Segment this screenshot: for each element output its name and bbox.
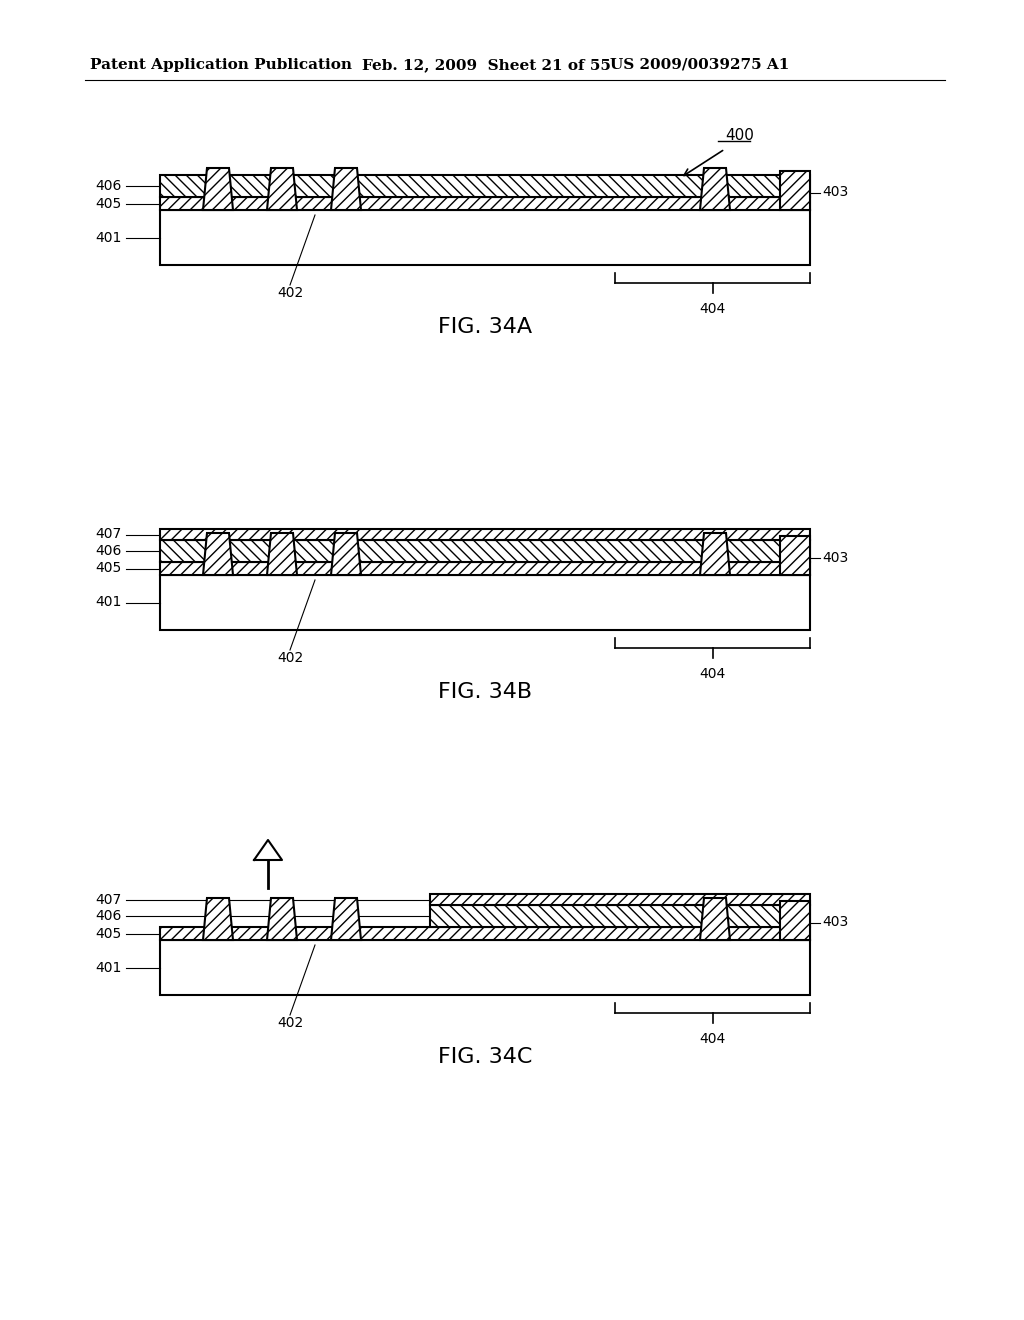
- Text: 402: 402: [276, 651, 303, 665]
- Bar: [160, 540, 810, 562]
- Polygon shape: [331, 168, 361, 210]
- Polygon shape: [331, 898, 361, 940]
- Text: FIG. 34A: FIG. 34A: [438, 317, 532, 337]
- Text: 407: 407: [96, 528, 122, 541]
- Text: 404: 404: [699, 302, 726, 315]
- Text: 406: 406: [95, 180, 122, 193]
- Polygon shape: [203, 898, 233, 940]
- Text: 401: 401: [95, 595, 122, 610]
- Bar: [160, 940, 810, 995]
- Text: 404: 404: [699, 1032, 726, 1045]
- Text: Patent Application Publication: Patent Application Publication: [90, 58, 352, 73]
- Text: US 2009/0039275 A1: US 2009/0039275 A1: [610, 58, 790, 73]
- Text: 406: 406: [95, 909, 122, 923]
- Text: 404: 404: [699, 667, 726, 681]
- Text: 400: 400: [726, 128, 755, 143]
- Text: 403: 403: [822, 186, 848, 199]
- Bar: [160, 562, 810, 576]
- Bar: [160, 210, 810, 265]
- Text: 403: 403: [822, 550, 848, 565]
- Polygon shape: [203, 168, 233, 210]
- Polygon shape: [700, 168, 730, 210]
- Bar: [160, 529, 810, 540]
- Text: 406: 406: [95, 544, 122, 558]
- Text: 402: 402: [276, 286, 303, 300]
- Text: FIG. 34B: FIG. 34B: [438, 682, 532, 702]
- Polygon shape: [331, 533, 361, 576]
- Text: 407: 407: [96, 892, 122, 907]
- Text: 405: 405: [96, 927, 122, 940]
- Text: 401: 401: [95, 231, 122, 244]
- Text: 405: 405: [96, 197, 122, 210]
- Polygon shape: [267, 898, 297, 940]
- Bar: [780, 902, 810, 940]
- Bar: [160, 176, 810, 197]
- Polygon shape: [700, 533, 730, 576]
- Bar: [780, 172, 810, 210]
- Polygon shape: [267, 533, 297, 576]
- Polygon shape: [700, 898, 730, 940]
- Bar: [430, 906, 810, 927]
- Bar: [160, 576, 810, 630]
- Text: Feb. 12, 2009  Sheet 21 of 55: Feb. 12, 2009 Sheet 21 of 55: [362, 58, 611, 73]
- Text: FIG. 34C: FIG. 34C: [438, 1047, 532, 1067]
- Text: 403: 403: [822, 916, 848, 929]
- Polygon shape: [254, 840, 282, 861]
- Bar: [160, 197, 810, 210]
- Bar: [430, 894, 810, 906]
- Text: 402: 402: [276, 1016, 303, 1030]
- Bar: [160, 927, 810, 940]
- Bar: [780, 536, 810, 576]
- Polygon shape: [203, 533, 233, 576]
- Text: 401: 401: [95, 961, 122, 974]
- Text: 405: 405: [96, 561, 122, 576]
- Polygon shape: [267, 168, 297, 210]
